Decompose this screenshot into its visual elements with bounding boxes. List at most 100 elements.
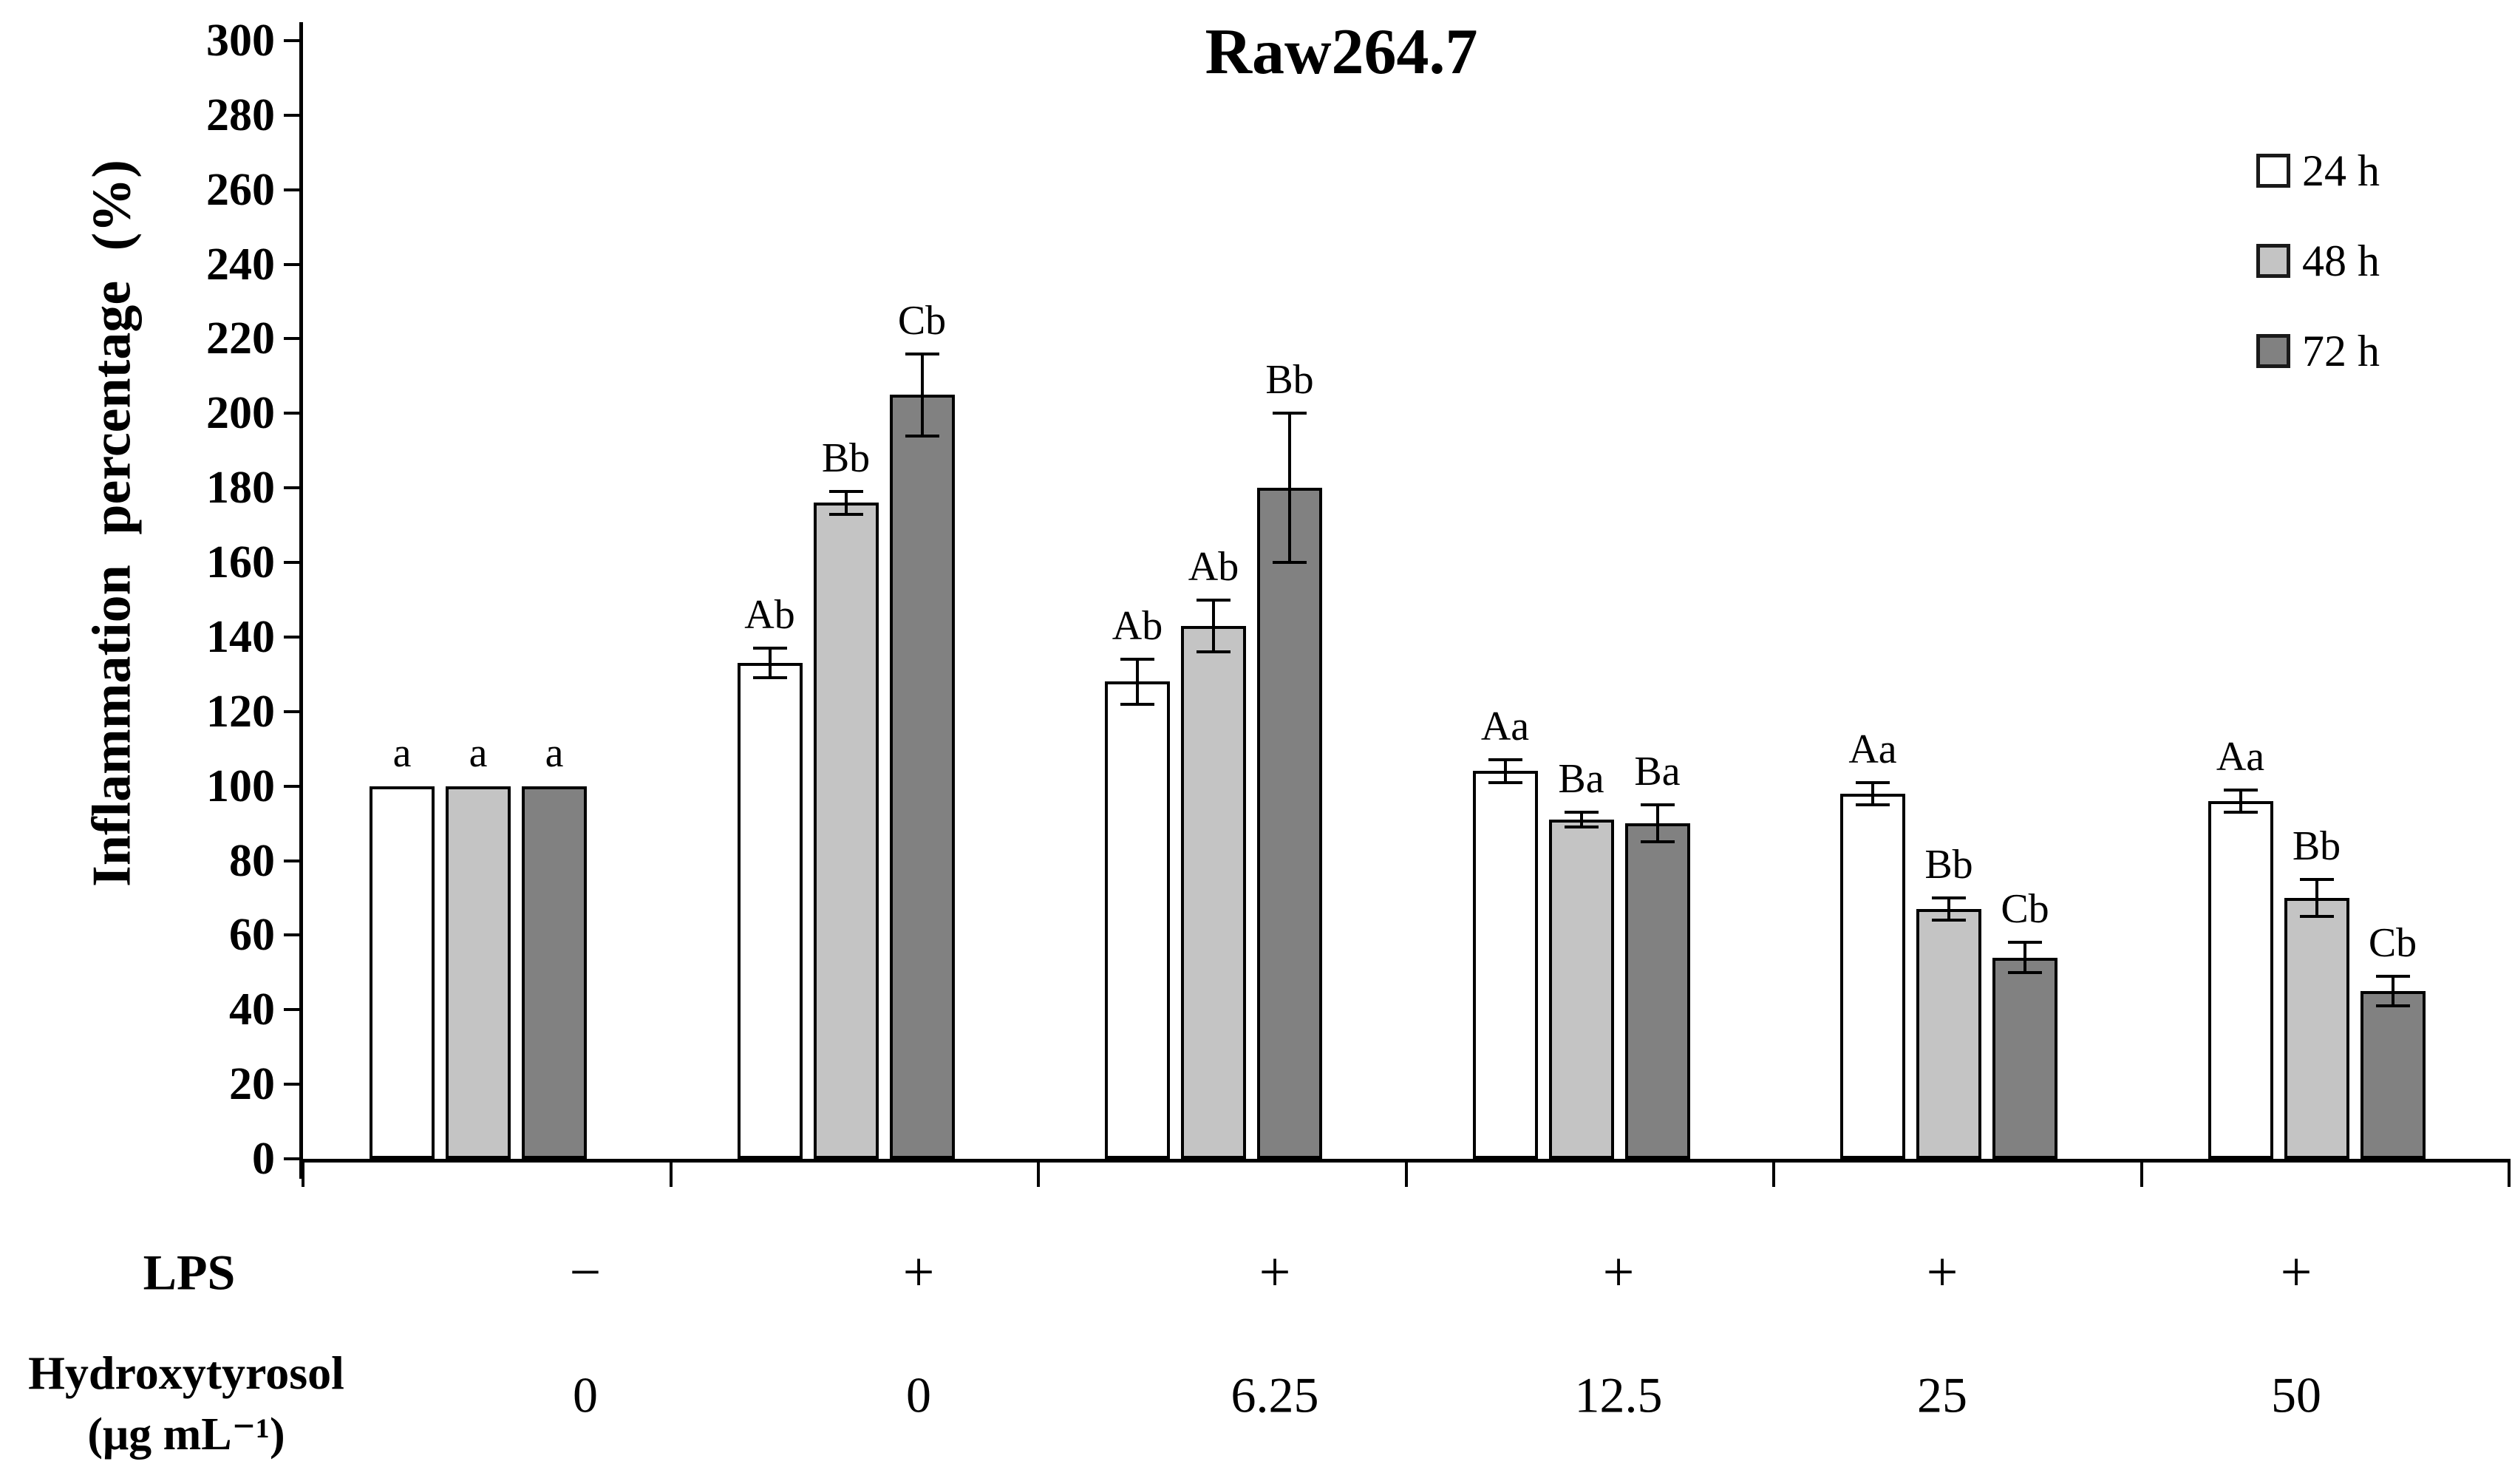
x-axis-tick: [2508, 1159, 2511, 1187]
significance-label: Aa: [1480, 704, 1530, 750]
significance-label: Bb: [2292, 823, 2341, 869]
y-tick-label: 40: [229, 984, 275, 1035]
error-bar-cap-bottom: [828, 512, 863, 516]
significance-label: Bb: [1924, 841, 1973, 888]
lps-marker: +: [1602, 1241, 1635, 1304]
error-bar: [768, 648, 772, 678]
lps-marker: +: [2280, 1241, 2312, 1304]
error-bar-cap-bottom: [752, 676, 787, 680]
error-bar-cap-top: [1856, 780, 1890, 784]
significance-label: Cb: [897, 297, 947, 344]
error-bar-cap-bottom: [1932, 919, 1966, 922]
significance-label: Ba: [1558, 755, 1604, 802]
error-bar-cap-top: [2008, 941, 2042, 944]
y-tick-label: 140: [206, 611, 275, 662]
lps-row-label: LPS: [143, 1244, 236, 1301]
concentration-value: 0: [573, 1366, 598, 1423]
legend-swatch-48h: [2256, 244, 2290, 278]
error-bar-cap-bottom: [2299, 915, 2334, 919]
y-tick-label: 80: [229, 835, 275, 886]
concentration-row-label: Hydroxytyrosol: [28, 1347, 344, 1399]
significance-label: Cb: [2001, 886, 2049, 933]
bar-48h: [1548, 820, 1614, 1159]
y-axis-tick: [284, 933, 303, 937]
error-bar-cap-bottom: [1488, 780, 1522, 784]
x-axis-tick: [302, 1159, 304, 1187]
lps-marker: −: [569, 1241, 602, 1304]
bar-48h: [446, 786, 511, 1159]
y-tick-label: 280: [206, 89, 275, 140]
significance-label: Ab: [1112, 603, 1163, 650]
y-axis-tick: [284, 486, 303, 490]
y-axis-tick: [284, 412, 303, 415]
y-axis-tick: [284, 1008, 303, 1012]
error-bar-cap-top: [2375, 974, 2410, 978]
error-bar-cap-bottom: [2223, 810, 2258, 814]
error-bar-cap-bottom: [2375, 1004, 2410, 1008]
error-bar-cap-top: [1488, 758, 1522, 762]
y-tick-label: 240: [206, 239, 275, 290]
concentration-value: 50: [2271, 1366, 2321, 1423]
significance-label: Bb: [1265, 357, 1314, 404]
bar-72h: [1257, 488, 1322, 1159]
error-bar: [1288, 413, 1291, 563]
significance-label: Ab: [1188, 543, 1239, 590]
bar-48h: [813, 503, 879, 1159]
bar-48h: [1181, 625, 1246, 1159]
significance-label: Cb: [2368, 919, 2417, 966]
y-axis-tick: [284, 188, 303, 191]
error-bar-cap-top: [1932, 896, 1966, 899]
concentration-value: 0: [906, 1366, 931, 1423]
y-tick-label: 200: [206, 388, 275, 439]
y-axis-tick: [284, 635, 303, 639]
bar-48h: [2284, 897, 2349, 1159]
significance-label: Ba: [1634, 748, 1681, 794]
legend-label: 72 h: [2302, 327, 2380, 375]
error-bar-cap-bottom: [1273, 561, 1307, 565]
legend-swatch-72h: [2256, 334, 2290, 368]
y-axis-tick: [284, 262, 303, 266]
bar-48h: [1916, 909, 1981, 1159]
chart-title: Raw264.7: [1205, 16, 1478, 88]
error-bar-cap-top: [752, 647, 787, 650]
error-bar: [1503, 760, 1507, 783]
y-axis-tick: [284, 337, 303, 341]
y-tick-label: 60: [229, 910, 275, 961]
error-bar: [2023, 942, 2026, 973]
error-bar-cap-bottom: [1640, 840, 1675, 844]
concentration-value: 25: [1917, 1366, 1967, 1423]
significance-label: Aa: [2216, 733, 2265, 780]
y-axis-tick: [284, 1157, 303, 1160]
lps-marker: +: [1259, 1241, 1291, 1304]
bar-24h: [1105, 681, 1170, 1159]
x-axis-tick: [1037, 1159, 1040, 1187]
significance-label: Bb: [821, 435, 871, 482]
y-tick-label: 0: [252, 1134, 275, 1184]
error-bar: [920, 353, 924, 436]
y-tick-label: 260: [206, 164, 275, 215]
x-axis-tick: [1772, 1159, 1775, 1187]
error-bar-cap-bottom: [2008, 970, 2042, 974]
error-bar: [2315, 879, 2318, 917]
y-tick-label: 300: [206, 16, 275, 66]
bar-72h: [1624, 823, 1690, 1159]
error-bar-cap-bottom: [905, 434, 939, 438]
error-bar-cap-top: [1564, 810, 1599, 814]
concentration-value: 12.5: [1574, 1366, 1663, 1423]
y-axis-tick: [284, 784, 303, 788]
significance-label: a: [469, 729, 488, 776]
error-bar: [1871, 782, 1874, 805]
legend-label: 48 h: [2302, 236, 2380, 285]
error-bar-cap-bottom: [1856, 803, 1890, 806]
error-bar-cap-top: [2223, 788, 2258, 792]
error-bar-cap-bottom: [1197, 650, 1231, 654]
error-bar-cap-top: [1197, 598, 1231, 602]
y-axis-tick: [284, 1083, 303, 1086]
error-bar: [1655, 804, 1659, 843]
error-bar: [1136, 659, 1139, 704]
x-axis-tick: [1404, 1159, 1408, 1187]
y-axis-line: [299, 22, 303, 1179]
error-bar-cap-top: [1120, 658, 1154, 661]
y-tick-label: 20: [229, 1059, 275, 1110]
